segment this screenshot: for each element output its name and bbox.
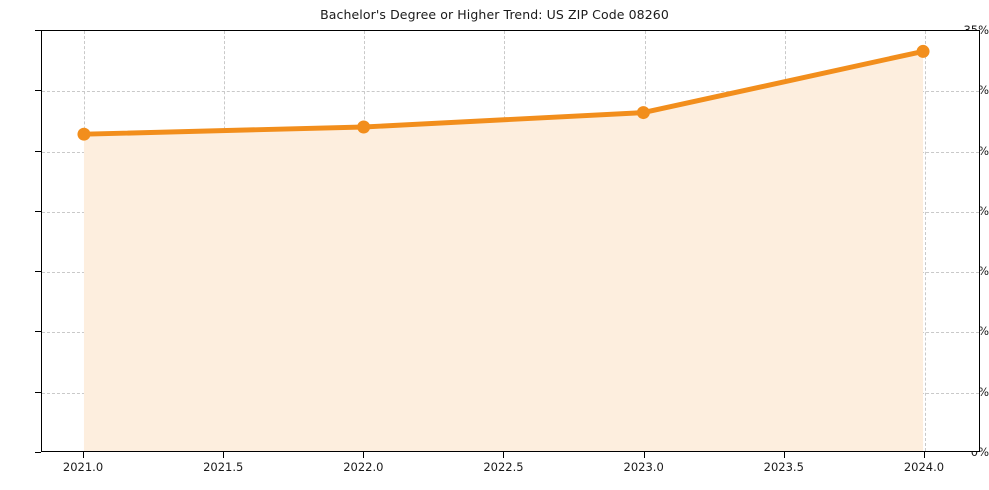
- data-series-line: [77, 44, 930, 451]
- y-axis-tick-mark: [35, 271, 41, 273]
- x-axis-tick-label: 2022.0: [343, 460, 384, 474]
- x-axis-tick-label: 2021.0: [62, 460, 104, 474]
- chart-title: Bachelor's Degree or Higher Trend: US ZI…: [320, 7, 669, 22]
- y-axis-tick-mark: [35, 391, 41, 393]
- x-axis-tick-label: 2024.0: [903, 460, 945, 474]
- data-point-marker: [357, 120, 371, 134]
- x-axis-tick-mark: [783, 452, 785, 458]
- gridline-vertical: [924, 31, 926, 451]
- y-axis-tick-mark: [35, 452, 41, 453]
- y-axis-tick-mark: [35, 331, 41, 333]
- x-axis-tick-label: 2023.0: [623, 460, 664, 474]
- data-point-marker: [916, 44, 930, 58]
- x-axis-tick-label: 2021.5: [203, 460, 244, 474]
- y-axis-tick-mark: [35, 150, 41, 152]
- plot-area: [41, 30, 980, 452]
- x-axis-tick-mark: [503, 452, 505, 458]
- plot-inner: [42, 31, 979, 451]
- trend-line: [81, 48, 926, 137]
- x-axis-tick-mark: [363, 452, 365, 458]
- gridline-horizontal: [42, 91, 979, 93]
- area-fill: [83, 51, 924, 451]
- x-axis-tick-label: 2023.5: [763, 460, 804, 474]
- x-axis-tick-label: 2022.5: [483, 460, 524, 474]
- x-axis-tick-mark: [643, 452, 645, 458]
- y-axis-tick-mark: [35, 30, 41, 31]
- data-point-marker: [636, 106, 650, 120]
- x-axis-tick-mark: [83, 452, 85, 458]
- y-axis-tick-mark: [35, 90, 41, 92]
- x-axis-tick-mark: [923, 452, 925, 458]
- data-point-marker: [77, 127, 91, 141]
- x-axis-tick-mark: [223, 452, 225, 458]
- y-axis-tick-mark: [35, 210, 41, 212]
